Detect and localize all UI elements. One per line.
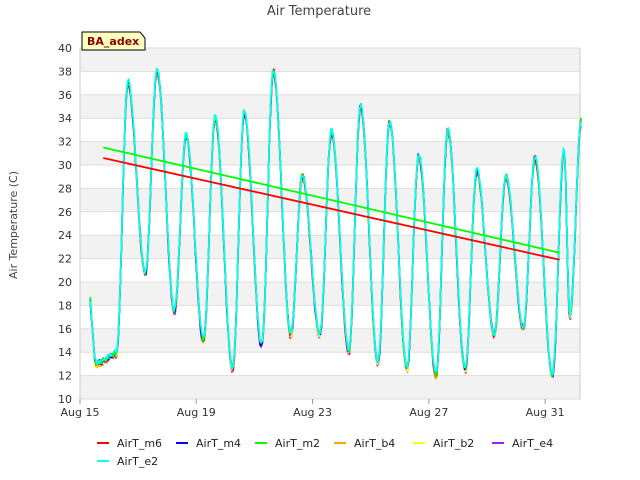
y-tick-label: 38 (58, 65, 72, 78)
site-badge-label: BA_adex (87, 35, 139, 48)
background-band (80, 375, 580, 399)
legend: AirT_m6 AirT_m4 AirT_m2 AirT_b4 AirT_b2 AirT_… (97, 437, 553, 468)
background-band (80, 235, 580, 259)
series-lines (89, 67, 582, 380)
legend-label-AirT_m6: AirT_m6 (117, 437, 162, 450)
legend-label-AirT_b2: AirT_b2 (433, 437, 474, 450)
y-tick-label: 34 (58, 112, 72, 125)
legend-label-AirT_m4: AirT_m4 (196, 437, 241, 450)
y-tick-label: 14 (58, 346, 72, 359)
x-tick-label: Aug 27 (409, 406, 448, 419)
y-tick-label: 30 (58, 159, 72, 172)
x-tick-label: Aug 23 (293, 406, 332, 419)
y-tick-label: 18 (58, 299, 72, 312)
background-band (80, 282, 580, 306)
background-band (80, 48, 580, 72)
background-band (80, 94, 580, 119)
y-axis-label: Air Temperature (C) (7, 171, 20, 279)
legend-label-AirT_b4: AirT_b4 (354, 437, 395, 450)
legend-label-AirT_m2: AirT_m2 (275, 437, 320, 450)
legend-label-AirT_e4: AirT_e4 (512, 437, 553, 450)
background-band (80, 328, 580, 353)
x-axis-ticks: Aug 15 Aug 19 Aug 23 Aug 27 Aug 31 (61, 399, 565, 419)
trend-lines (103, 146, 560, 261)
y-tick-label: 16 (58, 323, 72, 336)
x-tick-label: Aug 19 (177, 406, 216, 419)
series-line-AirT_e2 (89, 67, 582, 376)
y-tick-label: 32 (58, 136, 72, 149)
y-tick-label: 22 (58, 253, 72, 266)
legend-label-AirT_e2: AirT_e2 (117, 455, 158, 468)
y-tick-label: 10 (58, 393, 72, 406)
trend-line-AirT_m6 (103, 157, 560, 261)
y-tick-label: 40 (58, 42, 72, 55)
y-tick-label: 24 (58, 229, 72, 242)
chart-title: Air Temperature (267, 4, 371, 19)
trend-line-AirT_m2 (103, 146, 560, 254)
y-tick-label: 12 (58, 370, 72, 383)
site-badge: BA_adex (81, 31, 146, 51)
y-tick-label: 28 (58, 182, 72, 195)
y-tick-label: 26 (58, 206, 72, 219)
y-tick-label: 36 (58, 89, 72, 102)
y-axis-ticks: 10 12 14 16 18 20 22 24 26 28 30 32 34 36 38 40 (58, 42, 72, 406)
y-tick-label: 20 (58, 276, 72, 289)
x-tick-label: Aug 15 (61, 406, 100, 419)
x-tick-label: Aug 31 (526, 406, 565, 419)
